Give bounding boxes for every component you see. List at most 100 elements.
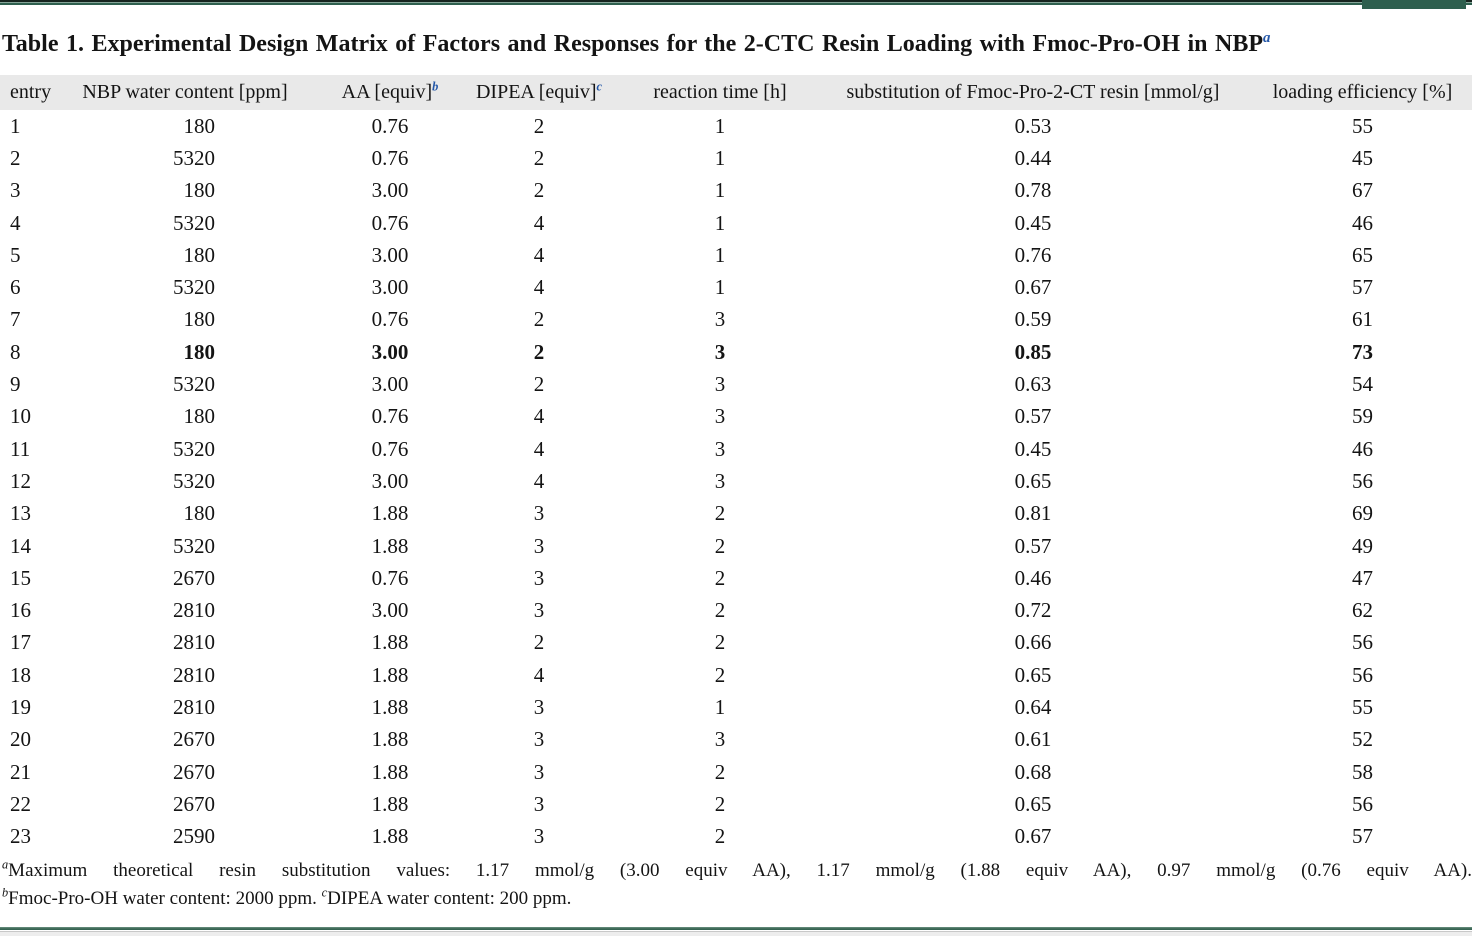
table-row: 4 5320 0.76 4 1 0.45 46 (0, 207, 1472, 239)
table-row: 21 2670 1.88 3 2 0.68 58 (0, 756, 1472, 788)
column-header-reaction-time: reaction time [h] (653, 81, 787, 103)
table-cell: 3 (714, 372, 726, 397)
table-cell: 5320 (173, 210, 215, 235)
column-header-dipea-equiv: DIPEA [equiv]c (475, 79, 603, 103)
table-cell: 3 (714, 436, 726, 461)
table-cell: 180 (183, 339, 216, 364)
table-cell: 0.59 (1014, 307, 1052, 332)
table-cell: 5 (10, 242, 21, 267)
table-row: 7 180 0.76 2 3 0.59 61 (0, 304, 1472, 336)
table-cell: 2 (533, 113, 545, 138)
table-cell: 2 (714, 759, 726, 784)
table-cell: 2 (533, 178, 545, 203)
table-cell: 1.88 (371, 630, 409, 655)
table-cell: 49 (1352, 533, 1373, 558)
table-cell: 46 (1352, 210, 1373, 235)
table-cell: 1 (714, 210, 726, 235)
table-cell: 2810 (173, 694, 215, 719)
table-cell: 0.76 (371, 210, 409, 235)
table-cell: 180 (183, 307, 216, 332)
table-cell: 3.00 (371, 598, 409, 623)
table-row: 3 180 3.00 2 1 0.78 67 (0, 175, 1472, 207)
table-row: 10 180 0.76 4 3 0.57 59 (0, 401, 1472, 433)
table-cell: 13 (10, 501, 31, 526)
table-cell: 1.88 (371, 694, 409, 719)
table-cell: 5320 (173, 145, 215, 170)
table-cell: 12 (10, 468, 31, 493)
table-cell: 56 (1352, 630, 1373, 655)
table-cell: 0.61 (1014, 727, 1052, 752)
table-cell: 1 (714, 242, 726, 267)
table-cell: 2 (714, 791, 726, 816)
table-cell: 4 (533, 242, 545, 267)
column-header-loading-efficiency: loading efficiency [%] (1272, 81, 1453, 103)
table-cell: 0.76 (371, 145, 409, 170)
table-cell: 2 (10, 145, 21, 170)
table-cell: 2670 (173, 759, 215, 784)
table-cell: 0.53 (1014, 113, 1052, 138)
table-cell: 0.57 (1014, 533, 1052, 558)
bottom-page-rule (0, 927, 1472, 930)
table-cell: 3 (533, 533, 545, 558)
table-cell: 59 (1352, 404, 1373, 429)
table-cell: 2 (714, 565, 726, 590)
column-header-aa-equiv: AA [equiv]b (341, 79, 439, 103)
table-cell: 2810 (173, 630, 215, 655)
table-cell: 52 (1352, 727, 1373, 752)
table-cell: 180 (183, 404, 216, 429)
table-cell: 2 (533, 145, 545, 170)
table-row: 8 180 3.00 2 3 0.85 73 (0, 336, 1472, 368)
table-cell: 1.88 (371, 501, 409, 526)
table-cell: 4 (533, 436, 545, 461)
table-row: 14 5320 1.88 3 2 0.57 49 (0, 530, 1472, 562)
table-cell: 55 (1352, 113, 1373, 138)
top-page-rule (0, 0, 1472, 5)
table-cell: 56 (1352, 468, 1373, 493)
table-cell: 67 (1352, 178, 1373, 203)
table-row: 18 2810 1.88 4 2 0.65 56 (0, 659, 1472, 691)
table-row: 19 2810 1.88 3 1 0.64 55 (0, 691, 1472, 723)
table-cell: 2670 (173, 565, 215, 590)
table-cell: 1.88 (371, 759, 409, 784)
table-cell: 3 (533, 727, 545, 752)
table-cell: 23 (10, 824, 31, 849)
table-cell: 1.88 (371, 662, 409, 687)
column-header-nbp-water-content: NBP water content [ppm] (82, 81, 288, 103)
footnote-text-b: Fmoc-Pro-OH water content: 2000 ppm. (8, 887, 322, 909)
table-cell: 3.00 (371, 468, 409, 493)
table-cell: 57 (1352, 824, 1373, 849)
table-cell: 5320 (173, 533, 215, 558)
table-cell: 3 (533, 694, 545, 719)
table-row: 11 5320 0.76 4 3 0.45 46 (0, 433, 1472, 465)
table-cell: 3 (714, 339, 726, 364)
table-cell: 15 (10, 565, 31, 590)
table-cell: 0.65 (1014, 791, 1052, 816)
table-cell: 0.44 (1014, 145, 1052, 170)
table-cell: 2 (714, 630, 726, 655)
table-cell: 19 (10, 694, 31, 719)
table-cell: 2 (714, 824, 726, 849)
footnote-line-1: aMaximum theoretical resin substitution … (2, 857, 1472, 885)
table-cell: 2590 (173, 824, 215, 849)
table-cell: 4 (533, 662, 545, 687)
table-cell: 0.45 (1014, 436, 1052, 461)
table-title-text: Table 1. Experimental Design Matrix of F… (2, 31, 1264, 57)
footnote-marker-c: c (321, 885, 328, 900)
table-cell: 0.45 (1014, 210, 1052, 235)
header-footnote-marker-b: b (432, 79, 439, 94)
table-cell: 3 (533, 598, 545, 623)
footnote-text-a: Maximum theoretical resin substitution v… (8, 859, 1472, 881)
title-footnote-marker-a: a (1263, 30, 1271, 46)
table-cell: 0.65 (1014, 662, 1052, 687)
table-cell: 6 (10, 275, 21, 300)
table-row: 2 5320 0.76 2 1 0.44 45 (0, 142, 1472, 174)
table-row: 16 2810 3.00 3 2 0.72 62 (0, 594, 1472, 626)
table-cell: 2670 (173, 727, 215, 752)
table-cell: 5320 (173, 436, 215, 461)
table-row: 22 2670 1.88 3 2 0.65 56 (0, 788, 1472, 820)
table-cell: 4 (533, 468, 545, 493)
table-cell: 2 (533, 372, 545, 397)
table-cell: 0.76 (371, 307, 409, 332)
table-cell: 4 (533, 210, 545, 235)
